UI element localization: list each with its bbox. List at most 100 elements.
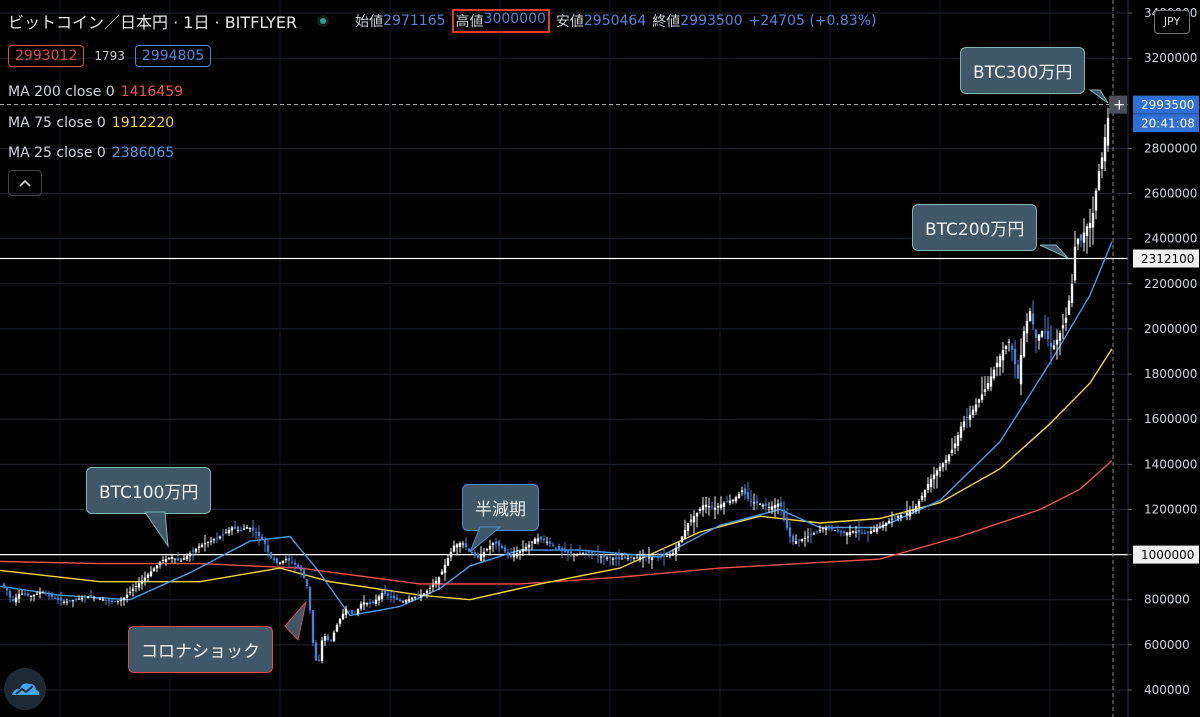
candle-body xyxy=(173,558,177,560)
candle-body xyxy=(347,610,351,612)
axis-label: 1600000 xyxy=(1144,412,1197,426)
candle-body xyxy=(458,543,462,547)
candle-body xyxy=(1094,190,1098,211)
candle-body xyxy=(857,529,861,533)
candle-body xyxy=(161,559,165,561)
candle-body xyxy=(404,600,408,603)
candle-body xyxy=(299,566,303,571)
candle-body xyxy=(1004,345,1008,349)
candle-body xyxy=(806,536,810,538)
candle-body xyxy=(710,506,714,508)
candle-body xyxy=(527,544,531,548)
ma75-legend[interactable]: MA 75 close 0 1912220 xyxy=(8,115,174,131)
candle-body xyxy=(311,610,315,643)
candle-body xyxy=(893,516,897,518)
candle-body xyxy=(389,596,393,598)
callout-halving: 半減期 xyxy=(462,484,539,531)
candle-body xyxy=(80,597,84,600)
candle-body xyxy=(410,597,414,600)
candle-body xyxy=(506,552,510,556)
candle-body xyxy=(1001,350,1005,361)
candle-body xyxy=(227,529,231,534)
ma25-legend[interactable]: MA 25 close 0 2386065 xyxy=(8,145,174,161)
candle-body xyxy=(1061,325,1065,329)
candle-body xyxy=(179,560,183,562)
symbol-title[interactable]: ビットコイン／日本円 · 1日 · BITFLYER xyxy=(8,13,298,32)
candle-body xyxy=(74,598,78,600)
candle-body xyxy=(542,538,546,541)
open-label: 始値 xyxy=(355,14,384,30)
candle-body xyxy=(41,592,45,594)
candle-body xyxy=(185,555,189,560)
candle-body xyxy=(1043,331,1047,333)
candle-body xyxy=(647,557,651,559)
candle-body xyxy=(539,536,543,540)
candle-body xyxy=(383,590,387,595)
candle-body xyxy=(881,524,885,528)
candle-body xyxy=(935,470,939,476)
candle-body xyxy=(473,552,477,556)
candle-body xyxy=(1055,339,1059,345)
candle-body xyxy=(149,571,153,577)
candle-body xyxy=(686,523,690,531)
sell-price-button[interactable]: 2993012 xyxy=(8,45,85,67)
candle-body xyxy=(485,549,489,551)
ma25-value: 2386065 xyxy=(111,145,175,161)
candle-body xyxy=(596,554,600,556)
plus-button xyxy=(1109,95,1127,114)
candle-body xyxy=(530,541,534,543)
candle-body xyxy=(758,503,762,505)
candle-body xyxy=(134,586,138,587)
candle-body xyxy=(905,512,909,516)
candle-body xyxy=(266,545,270,552)
axis-label: 1800000 xyxy=(1144,367,1197,381)
candle-body xyxy=(401,601,405,603)
candle-body xyxy=(107,599,111,602)
chevron-up-icon[interactable] xyxy=(8,170,42,196)
candle-body xyxy=(1037,334,1041,341)
candle-body xyxy=(791,535,795,542)
currency-button[interactable]: JPY xyxy=(1154,10,1190,34)
candle-body xyxy=(194,548,198,552)
candle-body xyxy=(494,541,498,544)
candle-body xyxy=(200,544,204,547)
candle-body xyxy=(860,532,864,534)
candle-body xyxy=(872,529,876,532)
candle-body xyxy=(632,557,636,559)
candle-body xyxy=(2,583,6,587)
candle-body xyxy=(1025,321,1029,334)
candle-body xyxy=(428,588,432,589)
candle-body xyxy=(476,554,480,558)
candle-body xyxy=(572,554,576,556)
candle-body xyxy=(83,596,87,598)
candle-body xyxy=(1100,157,1104,169)
open-value: 2971165 xyxy=(383,13,446,29)
axis-label: 2000000 xyxy=(1144,322,1197,336)
tradingview-logo[interactable] xyxy=(4,668,46,710)
candle-body xyxy=(728,500,732,504)
buy-price-button[interactable]: 2994805 xyxy=(134,45,212,67)
candle-body xyxy=(203,543,207,545)
candle-body xyxy=(101,599,105,601)
market-status-icon xyxy=(317,15,330,27)
candle-body xyxy=(974,404,978,412)
candle-body xyxy=(899,515,903,518)
callout-btc100: BTC100万円 xyxy=(86,467,212,514)
candle-body xyxy=(77,598,81,600)
axis-marker-label: 20:41:08 xyxy=(1141,117,1195,131)
candle-body xyxy=(272,558,276,561)
candle-body xyxy=(1091,213,1095,228)
candle-body xyxy=(455,544,459,548)
candle-body xyxy=(236,530,240,532)
candle-body xyxy=(947,454,951,462)
ma200-legend[interactable]: MA 200 close 0 1416459 xyxy=(8,84,183,100)
candle-body xyxy=(992,369,996,379)
high-value: 3000000 xyxy=(483,11,546,27)
candle-body xyxy=(719,504,723,509)
candle-body xyxy=(653,556,657,558)
candle-body xyxy=(602,554,606,558)
candle-body xyxy=(467,548,471,552)
candle-body xyxy=(275,558,279,563)
candle-body xyxy=(692,516,696,523)
